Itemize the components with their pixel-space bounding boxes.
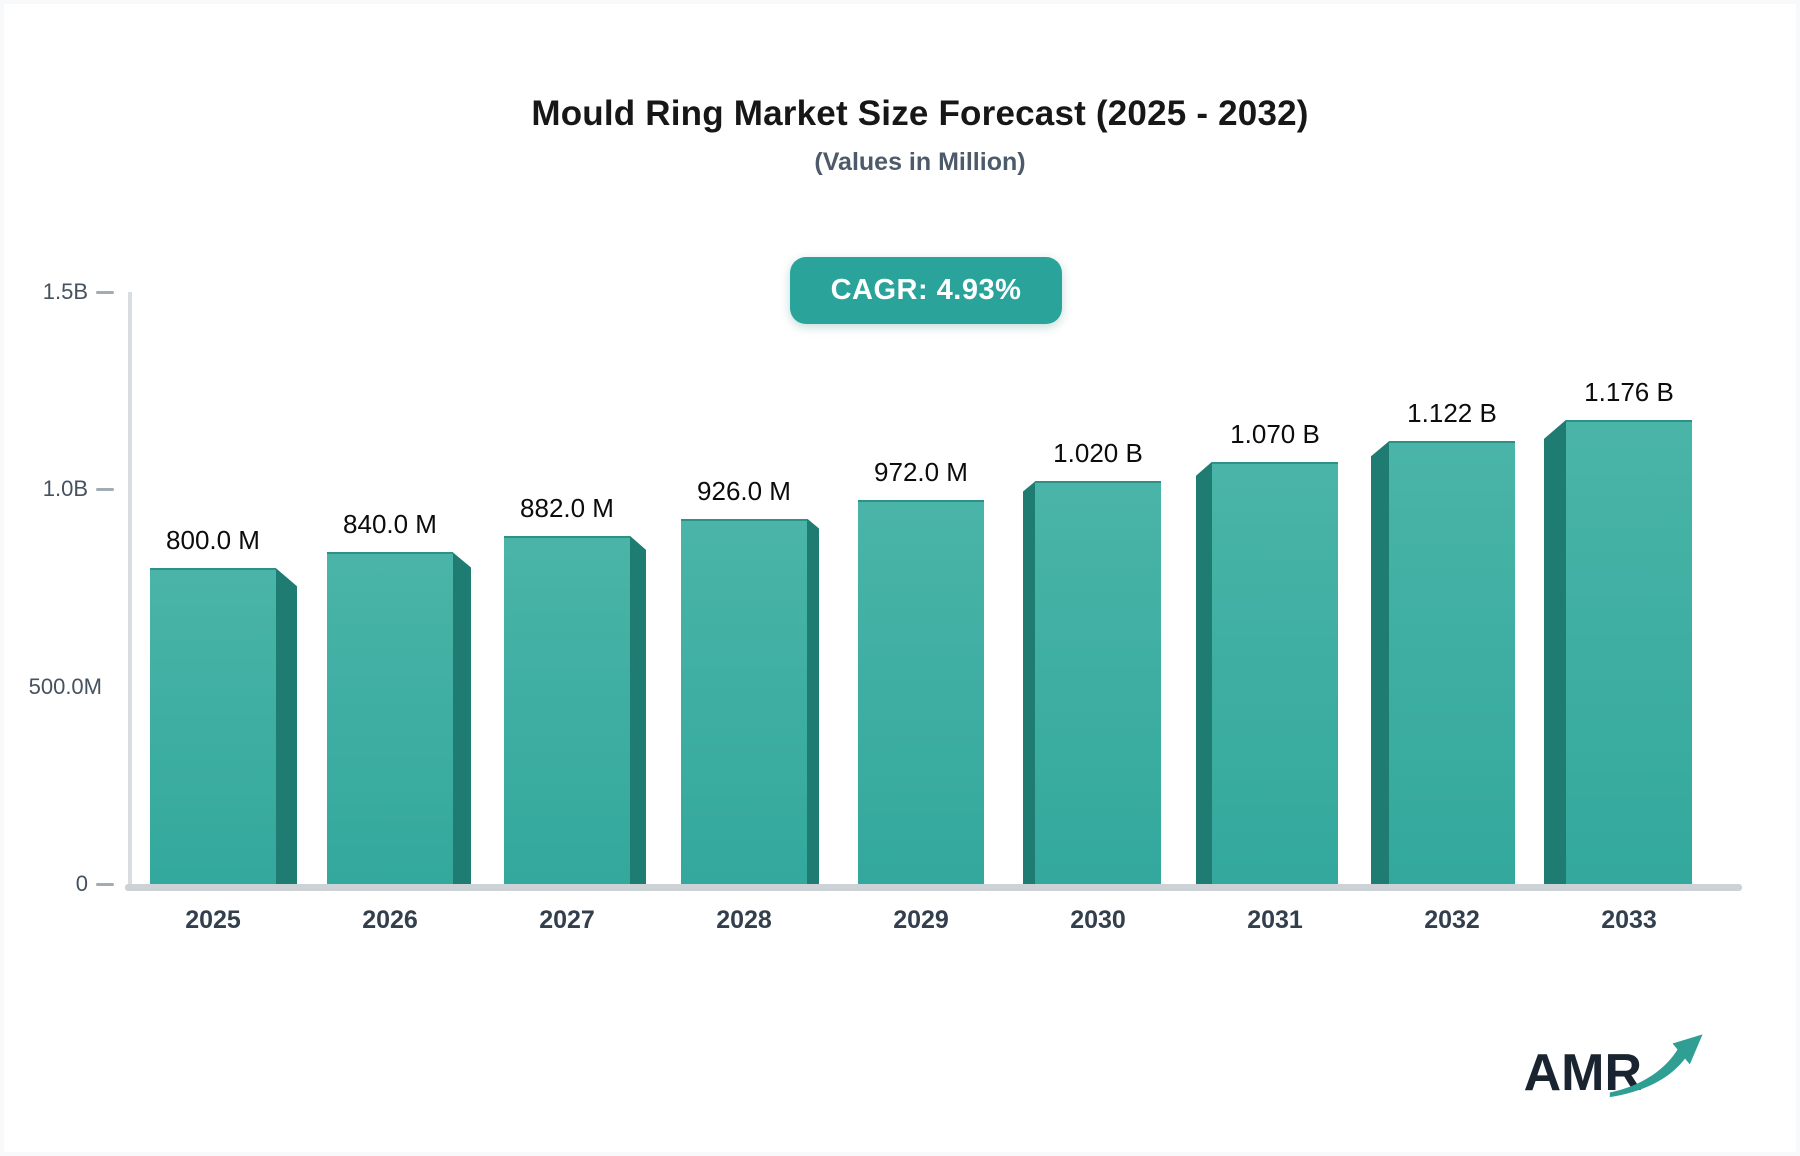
bar-2028[interactable]	[681, 518, 807, 884]
bar-value-label-2032: 1.122 B	[1407, 398, 1497, 429]
bar-side-2026	[453, 552, 471, 884]
x-tick-label-2033: 2033	[1601, 906, 1657, 934]
bar-side-2028	[807, 518, 819, 884]
bar-2033[interactable]	[1566, 419, 1692, 884]
amr-logo: AMR	[1524, 1030, 1708, 1116]
bar-value-label-2028: 926.0 M	[697, 475, 791, 506]
bar-side-2030	[1023, 481, 1035, 884]
x-tick-label-2029: 2029	[893, 906, 949, 934]
x-axis-line	[125, 884, 1742, 891]
bar-2029[interactable]	[858, 500, 984, 884]
x-tick-label-2028: 2028	[716, 906, 772, 934]
bar-side-2033	[1544, 419, 1566, 884]
bar-2027[interactable]	[504, 535, 630, 884]
y-axis-line	[128, 292, 132, 884]
x-tick-label-2025: 2025	[185, 906, 241, 934]
x-tick-label-2031: 2031	[1247, 906, 1303, 934]
y-tick-mark-1.0B	[96, 487, 114, 491]
bar-2026[interactable]	[327, 552, 453, 884]
bar-value-label-2026: 840.0 M	[343, 509, 437, 540]
x-tick-label-2026: 2026	[362, 906, 418, 934]
x-tick-label-2030: 2030	[1070, 906, 1126, 934]
bar-value-label-2030: 1.020 B	[1053, 438, 1143, 469]
y-tick-label-0: 0	[75, 871, 88, 896]
bar-side-2025	[276, 568, 297, 884]
growth-arrow-icon	[1609, 1034, 1703, 1098]
y-tick-label-1.5B: 1.5B	[42, 279, 88, 304]
bar-2032[interactable]	[1389, 441, 1515, 884]
bar-2031[interactable]	[1212, 461, 1338, 884]
bar-2030[interactable]	[1035, 481, 1161, 884]
bar-side-2031	[1196, 461, 1212, 884]
cagr-badge: CAGR: 4.93%	[790, 257, 1062, 324]
x-tick-label-2027: 2027	[539, 906, 595, 934]
bar-value-label-2027: 882.0 M	[520, 492, 614, 523]
y-tick-mark-1.5B	[96, 290, 114, 294]
bar-value-label-2029: 972.0 M	[874, 457, 968, 488]
chart-subtitle: (Values in Million)	[814, 148, 1026, 176]
y-tick-label-500.0M: 500.0M	[28, 673, 102, 699]
y-tick-mark-0	[96, 882, 114, 886]
bar-value-label-2033: 1.176 B	[1584, 376, 1674, 407]
cagr-badge-label: CAGR: 4.93%	[830, 274, 1022, 306]
bar-value-label-2031: 1.070 B	[1230, 418, 1320, 449]
bar-2025[interactable]	[150, 568, 276, 884]
chart-title: Mould Ring Market Size Forecast (2025 - …	[531, 94, 1309, 133]
bar-side-2027	[630, 535, 646, 884]
plot-area: 1.5B 1.0B 500.0M 0 800.0 M 840.0 M 882.0 M 926…	[29, 279, 1742, 934]
bar-value-label-2025: 800.0 M	[166, 525, 260, 556]
bar-side-2032	[1371, 441, 1389, 884]
y-tick-label-1.0B: 1.0B	[42, 476, 88, 502]
x-tick-label-2032: 2032	[1424, 906, 1480, 934]
